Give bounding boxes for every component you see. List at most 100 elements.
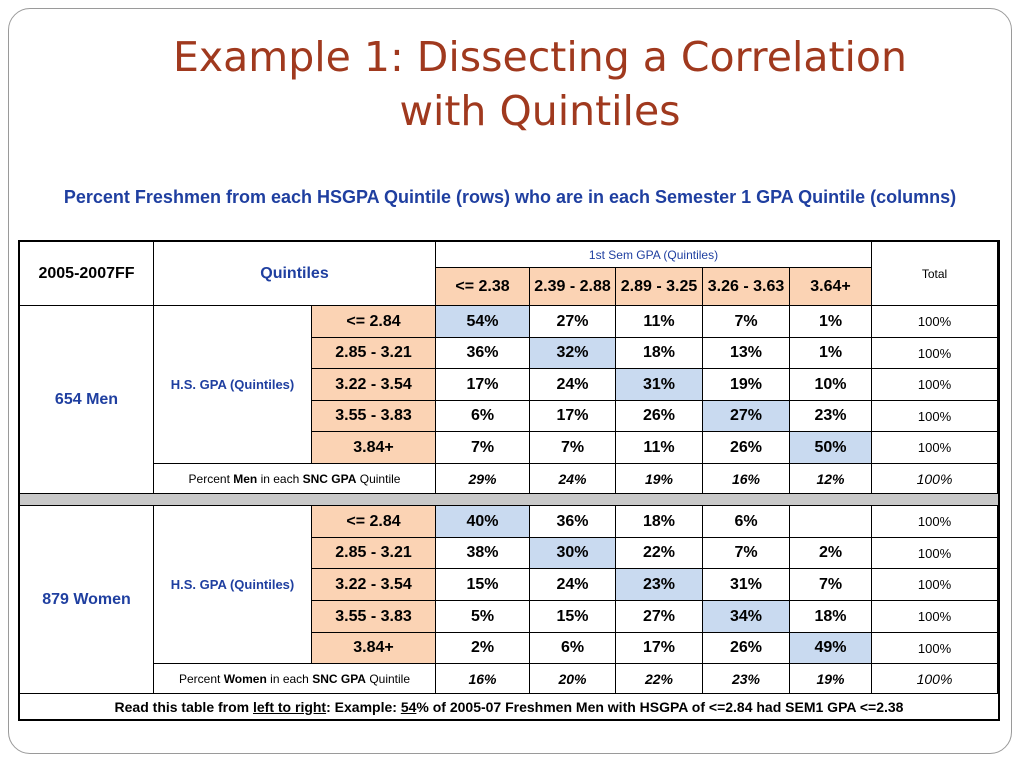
percent-cell: 7%	[790, 569, 872, 601]
summary-value: 16%	[703, 464, 790, 494]
summary-text-part: in each	[257, 471, 303, 486]
percent-cell: 1%	[790, 338, 872, 369]
column-header: 2.89 - 3.25	[616, 268, 703, 306]
summary-value: 29%	[436, 464, 530, 494]
percent-cell: 2%	[790, 538, 872, 569]
percent-cell: 36%	[436, 338, 530, 369]
row-total: 100%	[872, 401, 998, 432]
percent-cell: 31%	[703, 569, 790, 601]
hs-gpa-label: H.S. GPA (Quintiles)	[154, 506, 312, 664]
row-label: 3.55 - 3.83	[312, 401, 436, 432]
quintile-table: 2005-2007FF Quintiles 1st Sem GPA (Quintil…	[18, 240, 1000, 721]
row-label: 3.84+	[312, 633, 436, 664]
summary-value: 20%	[530, 664, 616, 694]
row-total: 100%	[872, 306, 998, 338]
row-total: 100%	[872, 369, 998, 401]
row-label: 3.22 - 3.54	[312, 569, 436, 601]
percent-cell: 18%	[616, 338, 703, 369]
summary-value: 24%	[530, 464, 616, 494]
table-caption: Percent Freshmen from each HSGPA Quintil…	[63, 187, 957, 207]
men-group-label: 654 Men	[20, 306, 154, 494]
row-label: <= 2.84	[312, 506, 436, 538]
percent-cell: 26%	[616, 401, 703, 432]
percent-cell: 27%	[530, 306, 616, 338]
column-header: 3.64+	[790, 268, 872, 306]
corner-label: 2005-2007FF	[20, 242, 154, 306]
row-label: 3.22 - 3.54	[312, 369, 436, 401]
percent-cell: 15%	[436, 569, 530, 601]
percent-cell: 30%	[530, 538, 616, 569]
total-header: Total	[872, 242, 998, 306]
summary-value: 23%	[703, 664, 790, 694]
percent-cell: 1%	[790, 306, 872, 338]
summary-text-part: Men	[233, 471, 258, 486]
row-total: 100%	[872, 432, 998, 464]
percent-cell: 11%	[616, 432, 703, 464]
percent-cell: 38%	[436, 538, 530, 569]
percent-cell: 6%	[436, 401, 530, 432]
percent-cell: 50%	[790, 432, 872, 464]
percent-cell: 36%	[530, 506, 616, 538]
row-label: 2.85 - 3.21	[312, 338, 436, 369]
row-label: 3.55 - 3.83	[312, 601, 436, 633]
percent-cell: 7%	[436, 432, 530, 464]
percent-cell: 18%	[790, 601, 872, 633]
percent-cell: 2%	[436, 633, 530, 664]
summary-text-part: Quintile	[365, 671, 411, 686]
row-total: 100%	[872, 633, 998, 664]
footer-text-part: left to right	[253, 698, 327, 715]
footer-text-part: Read this table from	[114, 698, 253, 715]
footer-text-part: 54	[400, 698, 417, 715]
percent-cell	[790, 506, 872, 538]
hs-gpa-label: H.S. GPA (Quintiles)	[154, 306, 312, 464]
percent-cell: 7%	[703, 538, 790, 569]
summary-text-part: SNC GPA	[312, 671, 366, 686]
percent-cell: 7%	[530, 432, 616, 464]
percent-cell: 32%	[530, 338, 616, 369]
percent-cell: 27%	[616, 601, 703, 633]
summary-text-part: in each	[266, 671, 313, 686]
percent-cell: 19%	[703, 369, 790, 401]
group-separator	[20, 494, 998, 506]
summary-value: 19%	[616, 464, 703, 494]
column-header: 2.39 - 2.88	[530, 268, 616, 306]
percent-cell: 18%	[616, 506, 703, 538]
percent-cell: 17%	[616, 633, 703, 664]
summary-value: 100%	[872, 464, 998, 494]
table-footer-note: Read this table from left to right: Exam…	[20, 694, 998, 719]
percent-cell: 40%	[436, 506, 530, 538]
column-header: <= 2.38	[436, 268, 530, 306]
percent-cell: 27%	[703, 401, 790, 432]
quintiles-header: Quintiles	[154, 242, 436, 306]
summary-text-part: Women	[223, 671, 267, 686]
percent-cell: 49%	[790, 633, 872, 664]
percent-cell: 10%	[790, 369, 872, 401]
percent-cell: 17%	[530, 401, 616, 432]
column-header: 3.26 - 3.63	[703, 268, 790, 306]
summary-value: 19%	[790, 664, 872, 694]
title-line-1: Example 1: Dissecting a Correlation	[172, 33, 908, 81]
percent-cell: 24%	[530, 569, 616, 601]
percent-cell: 26%	[703, 633, 790, 664]
summary-text-part: Quintile	[356, 471, 401, 486]
slide-title: Example 1: Dissecting a Correlation with…	[60, 30, 1020, 138]
summary-value: 16%	[436, 664, 530, 694]
percent-cell: 6%	[703, 506, 790, 538]
percent-cell: 6%	[530, 633, 616, 664]
percent-cell: 26%	[703, 432, 790, 464]
percent-cell: 34%	[703, 601, 790, 633]
row-label: <= 2.84	[312, 306, 436, 338]
men-summary-label: Percent Men in each SNC GPA Quintile	[154, 464, 436, 494]
row-label: 3.84+	[312, 432, 436, 464]
summary-value: 100%	[872, 664, 998, 694]
summary-value: 12%	[790, 464, 872, 494]
row-total: 100%	[872, 569, 998, 601]
percent-cell: 54%	[436, 306, 530, 338]
percent-cell: 23%	[790, 401, 872, 432]
percent-cell: 23%	[616, 569, 703, 601]
row-total: 100%	[872, 338, 998, 369]
percent-cell: 7%	[703, 306, 790, 338]
percent-cell: 22%	[616, 538, 703, 569]
row-total: 100%	[872, 538, 998, 569]
women-group-label: 879 Women	[20, 506, 154, 694]
